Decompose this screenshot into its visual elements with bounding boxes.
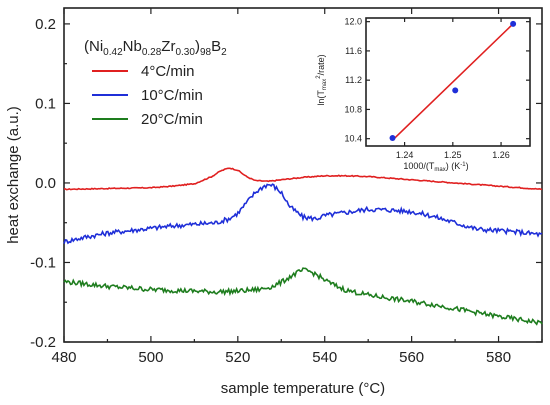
legend-label-20: 20°C/min <box>141 111 203 128</box>
y-tick-label: -0.2 <box>30 334 56 351</box>
inset-content <box>389 20 517 141</box>
x-tick-label: 580 <box>486 349 511 366</box>
inset-plot-frame <box>365 17 531 147</box>
y-tick-label: 0.0 <box>35 175 56 192</box>
inset-y-label: ln(Tmax2/rate) <box>316 54 328 105</box>
inset-plot: 1.24 1.25 1.26 10.4 10.8 11.2 11.6 12.0 1000/(… <box>316 17 531 173</box>
x-tick-label: 560 <box>399 349 424 366</box>
legend-title-sub: 98 <box>200 47 212 58</box>
legend-title-sub: 0.30 <box>175 47 195 58</box>
y-tick-label: 0.2 <box>35 16 56 33</box>
inset-data-point <box>389 134 396 141</box>
inset-x-label-sub: max <box>434 167 445 173</box>
legend-title-part: Nb <box>123 38 142 55</box>
main-plot: 480 500 520 540 560 580 -0.2 -0.1 0.0 0.1 0.2 sam… <box>5 7 543 397</box>
x-tick-label: 540 <box>312 349 337 366</box>
inset-y-label-sub: max <box>322 79 328 90</box>
main-y-axis: -0.2 -0.1 0.0 0.1 0.2 <box>30 16 542 351</box>
series-line-4c-per-min <box>63 167 543 191</box>
series-line-10c-per-min <box>63 183 543 245</box>
inset-y-tick-label: 11.6 <box>345 46 362 56</box>
inset-y-tick-label: 10.8 <box>344 104 362 114</box>
legend-title-sub: 0.42 <box>103 47 123 58</box>
legend-title-part: Zr <box>161 38 175 55</box>
inset-y-tick-label: 12.0 <box>344 17 362 27</box>
series-line-20c-per-min <box>63 267 543 326</box>
y-tick-label: -0.1 <box>30 254 56 271</box>
inset-y-tick-label: 10.4 <box>344 134 362 144</box>
main-plot-frame <box>63 7 543 343</box>
legend-label-4: 4°C/min <box>141 63 195 80</box>
inset-fit-line <box>391 23 514 141</box>
inset-data-point <box>452 87 459 94</box>
inset-y-tick-label: 11.2 <box>345 75 362 85</box>
main-x-axis: 480 500 520 540 560 580 <box>51 8 543 366</box>
legend: (Ni0.42Nb0.28Zr0.30)98B2 4°C/min 10°C/mi… <box>84 38 227 128</box>
y-tick-label: 0.1 <box>35 95 56 112</box>
legend-label-10: 10°C/min <box>141 87 203 104</box>
legend-title: (Ni0.42Nb0.28Zr0.30)98B2 <box>84 38 227 58</box>
x-tick-label: 480 <box>51 349 76 366</box>
inset-y-label-part: ln(T <box>316 90 326 106</box>
legend-title-part: (Ni <box>84 38 103 55</box>
y-axis-label: heat exchange (a.u.) <box>5 106 22 244</box>
inset-x-label-sup: -1 <box>460 162 466 168</box>
x-tick-label: 500 <box>138 349 163 366</box>
x-axis-label: sample temperature (°C) <box>221 380 385 397</box>
x-tick-label: 520 <box>225 349 250 366</box>
inset-x-label-part: ) (K <box>446 161 461 171</box>
inset-x-label-part: ) <box>466 161 469 171</box>
legend-title-part: ) <box>195 38 200 55</box>
inset-x-label: 1000/(Tmax) (K-1) <box>403 161 468 173</box>
inset-y-axis: 10.4 10.8 11.2 11.6 12.0 <box>344 17 530 144</box>
legend-title-sub: 2 <box>221 47 227 58</box>
inset-y-label-part: /rate) <box>316 54 326 75</box>
inset-data-point <box>510 20 517 27</box>
inset-y-label-sup: 2 <box>316 75 322 79</box>
inset-x-tick-label: 1.25 <box>444 150 462 160</box>
main-series-group <box>63 167 543 326</box>
inset-x-tick-label: 1.26 <box>492 150 510 160</box>
inset-x-label-part: 1000/(T <box>403 161 435 171</box>
legend-title-part: B <box>211 38 221 55</box>
inset-x-tick-label: 1.24 <box>396 150 414 160</box>
legend-title-sub: 0.28 <box>142 47 162 58</box>
inset-x-axis: 1.24 1.25 1.26 <box>396 18 510 160</box>
